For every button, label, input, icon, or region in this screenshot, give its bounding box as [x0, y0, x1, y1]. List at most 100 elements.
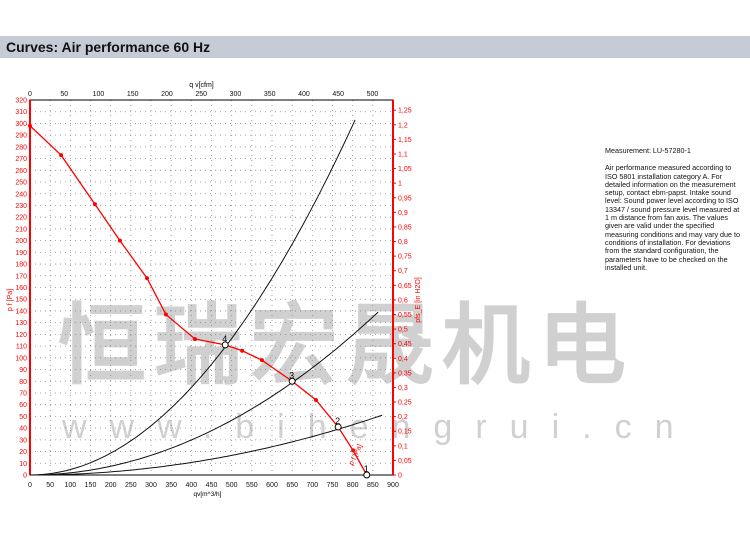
operating-point-label: 3 [289, 370, 294, 380]
y2-tick-label: 0,4 [398, 356, 408, 363]
y-tick-label: 100 [15, 355, 27, 362]
y2-tick-label: 1,05 [398, 166, 412, 173]
fan-curve-point [259, 358, 264, 363]
y-axis-label: p f [Pa] [7, 289, 14, 311]
y2-tick-label: 0,15 [398, 429, 412, 436]
y2-tick-label: 1 [398, 181, 402, 188]
y-tick-label: 120 [15, 332, 27, 339]
y2-tick-label: 0,1 [398, 443, 408, 450]
y2-tick-label: 0,5 [398, 327, 408, 334]
y2-tick-label: 0,3 [398, 385, 408, 392]
y-tick-label: 110 [16, 344, 27, 351]
fan-curve-point [59, 153, 64, 158]
x-tick-label: 100 [64, 482, 76, 489]
y-tick-label: 30 [19, 437, 27, 444]
y2-tick-label: 0,7 [398, 268, 408, 275]
x-axis-label: qv[m^3/h] [193, 491, 221, 498]
y-tick-label: 160 [15, 285, 27, 292]
section-title: Curves: Air performance 60 Hz [6, 39, 211, 55]
x-tick-label: 900 [387, 482, 399, 489]
y-tick-label: 240 [15, 191, 27, 198]
y-tick-label: 60 [19, 402, 27, 409]
y2-tick-label: 0,45 [398, 341, 412, 348]
x-tick-label: 150 [85, 482, 97, 489]
x-tick-label: 300 [145, 482, 157, 489]
y-tick-label: 190 [15, 250, 27, 257]
y-tick-label: 260 [15, 168, 27, 175]
operating-point-label: 2 [335, 416, 340, 426]
section-header: Curves: Air performance 60 Hz [0, 36, 750, 58]
x-tick-label: 400 [185, 482, 197, 489]
y2-tick-label: 0,9 [398, 210, 408, 217]
y-tick-label: 10 [19, 461, 27, 468]
fan-curve-point [28, 123, 32, 128]
x2-axis-label: q v[cfm] [189, 82, 214, 89]
y-tick-label: 90 [19, 367, 27, 374]
y-tick-label: 220 [15, 215, 27, 222]
y2-tick-label: 1,2 [398, 122, 408, 129]
x2-tick-label: 300 [230, 91, 242, 98]
x2-tick-label: 400 [298, 91, 310, 98]
y2-tick-label: 0,35 [398, 370, 412, 377]
operating-point [221, 341, 229, 349]
x-tick-label: 350 [165, 482, 177, 489]
x2-tick-label: 150 [127, 91, 139, 98]
y2-tick-label: 0,75 [398, 254, 412, 261]
x-tick-label: 600 [266, 482, 278, 489]
x-tick-label: 0 [28, 482, 32, 489]
measurement-notes: Measurement: LU-57280-1 Air performance … [605, 146, 745, 281]
operating-point-label: 4 [222, 334, 227, 344]
operating-point-label: 1 [364, 464, 369, 474]
x2-tick-label: 450 [332, 91, 344, 98]
system-curve-2 [30, 311, 379, 476]
operating-point [363, 471, 371, 479]
y-tick-label: 70 [19, 390, 27, 397]
x-tick-label: 750 [327, 482, 339, 489]
y2-tick-label: 1,15 [398, 137, 412, 144]
x2-tick-label: 100 [93, 91, 105, 98]
x2-tick-label: 250 [195, 91, 207, 98]
system-curve-3 [30, 414, 383, 476]
y2-axis-label: pfs_E [in H2O] [415, 277, 422, 323]
y2-tick-label: 0,95 [398, 195, 412, 202]
y2-tick-label: 0,65 [398, 283, 412, 290]
measurement-id: Measurement: LU-57280-1 [605, 146, 691, 155]
y2-tick-label: 0,05 [398, 458, 412, 465]
y-tick-label: 280 [15, 144, 27, 151]
x-tick-label: 250 [125, 482, 137, 489]
fan-curve [29, 125, 368, 476]
y2-tick-label: 1,1 [398, 151, 408, 158]
y2-tick-label: 0,85 [398, 224, 412, 231]
fan-curve-point [351, 448, 356, 453]
x-tick-label: 800 [347, 482, 359, 489]
x-tick-label: 450 [206, 482, 218, 489]
y2-tick-label: 0,8 [398, 239, 408, 246]
y-tick-label: 180 [15, 262, 27, 269]
y2-tick-label: 0,6 [398, 297, 408, 304]
x2-tick-label: 500 [367, 91, 379, 98]
y-tick-label: 290 [15, 133, 27, 140]
y-tick-label: 320 [15, 98, 27, 105]
y-tick-label: 250 [15, 180, 27, 187]
x-tick-label: 650 [286, 482, 298, 489]
y-tick-label: 40 [19, 426, 27, 433]
watermark-logo: 恒瑞宏晟机电 [58, 294, 635, 397]
y-tick-label: 170 [15, 273, 27, 280]
y-tick-label: 0 [23, 473, 27, 480]
x-tick-label: 200 [105, 482, 117, 489]
y-tick-label: 270 [15, 156, 27, 163]
y-tick-label: 50 [19, 414, 27, 421]
y-tick-label: 130 [15, 320, 27, 327]
fan-curve-point [163, 312, 168, 317]
x2-tick-label: 50 [60, 91, 68, 98]
operating-point [334, 423, 342, 431]
x2-tick-label: 200 [161, 91, 173, 98]
y-tick-label: 150 [15, 297, 27, 304]
x-tick-label: 550 [246, 482, 258, 489]
y-tick-label: 200 [15, 238, 27, 245]
y2-tick-label: 0,55 [398, 312, 412, 319]
fan-curve-point [313, 398, 318, 402]
x2-tick-label: 0 [28, 91, 32, 98]
y-tick-label: 310 [15, 109, 27, 116]
